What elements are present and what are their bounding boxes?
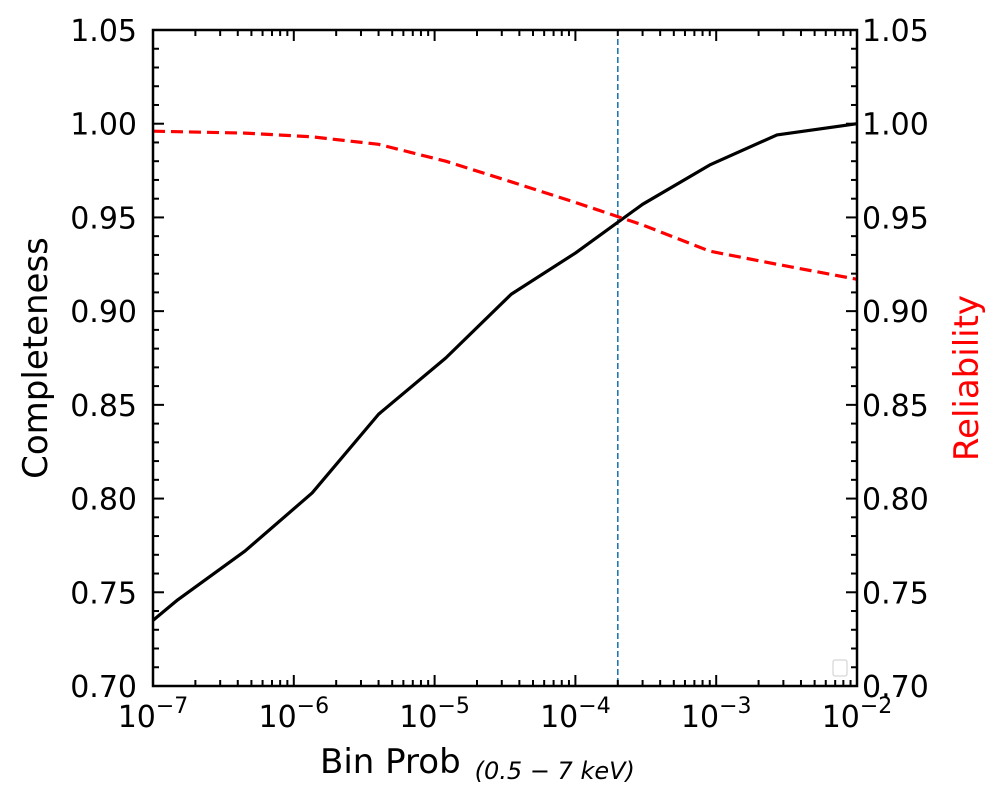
y-tick-label: 0.95: [70, 201, 137, 236]
x-tick-label: 10−4: [540, 694, 611, 735]
chart-series: [151, 122, 858, 622]
y2-axis-label: Reliability: [947, 295, 987, 461]
y2-tick-label: 0.75: [862, 576, 929, 611]
chart-ticks: [152, 29, 858, 687]
y-tick-label: 0.70: [70, 670, 137, 705]
x-tick-label: 10−3: [681, 694, 752, 735]
y-tick-label: 0.85: [70, 389, 137, 424]
y2-tick-label: 0.70: [862, 670, 929, 705]
y2-tick-label: 0.95: [862, 201, 929, 236]
x-tick-label: 10−2: [822, 694, 893, 735]
plot-frame: [151, 28, 859, 688]
x-tick-label: 10−5: [399, 694, 470, 735]
y-tick-label: 1.00: [70, 108, 137, 143]
reliability-line: [152, 129, 858, 281]
x-axis-label-main: Bin Prob: [320, 742, 461, 782]
x-tick-label: 10−6: [258, 694, 329, 735]
y2-tick-label: 0.80: [862, 483, 929, 518]
x-axis-label-subscript: (0.5 − 7 keV): [475, 757, 635, 785]
y2-tick-label: 1.00: [862, 108, 929, 143]
x-tick-label: 10−7: [118, 694, 189, 735]
x-axis-label: Bin Prob (0.5 − 7 keV): [320, 742, 635, 785]
legend-box: [832, 659, 848, 677]
y-tick-label: 0.90: [70, 295, 137, 330]
chart-tick-labels: 0.70 0.70 0.75 0.75 0.80 0.80 0.85 0.85 0.90 0.90…: [70, 14, 929, 735]
y-tick-label: 1.05: [70, 14, 137, 49]
y2-tick-label: 0.90: [862, 295, 929, 330]
y-axis-label: Completeness: [16, 237, 56, 479]
y2-tick-label: 0.85: [862, 389, 929, 424]
y-tick-label: 0.75: [70, 576, 137, 611]
y2-tick-label: 1.05: [862, 14, 929, 49]
y-tick-label: 0.80: [70, 483, 137, 518]
completeness-line: [151, 122, 858, 622]
